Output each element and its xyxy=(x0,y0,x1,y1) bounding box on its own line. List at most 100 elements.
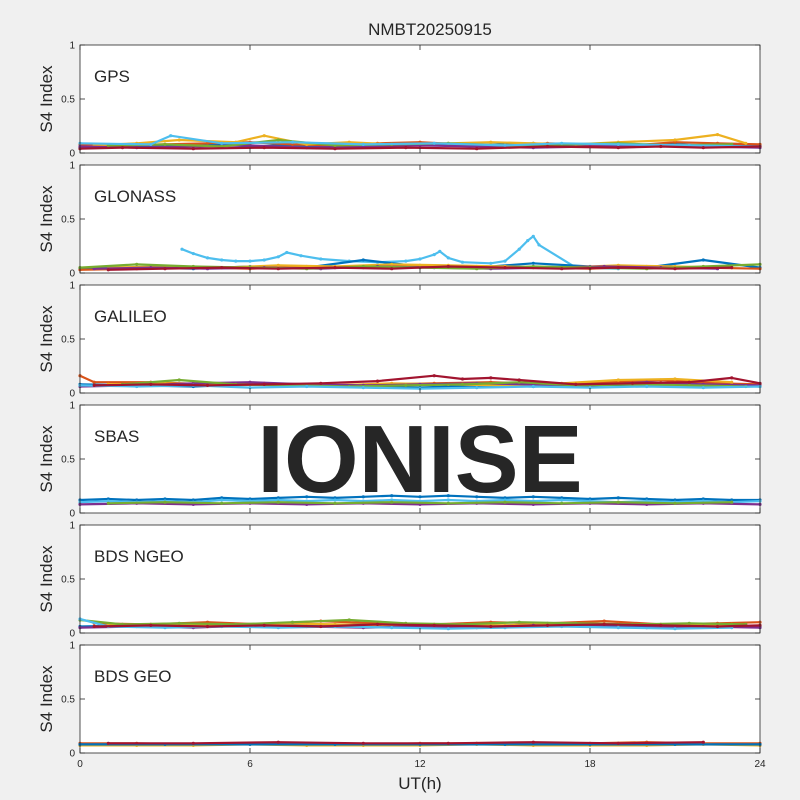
data-point xyxy=(602,622,606,627)
data-point xyxy=(432,141,436,145)
data-point xyxy=(616,626,620,630)
data-point xyxy=(687,383,691,387)
panel-sbas: 0 0.5 1 SBAS S4 Index xyxy=(37,401,762,520)
y-axis-label: S4 Index xyxy=(37,545,56,613)
x-tick-label: 0 xyxy=(77,759,83,770)
data-point xyxy=(517,620,521,624)
data-point xyxy=(205,141,210,145)
data-point xyxy=(701,740,705,744)
panels-container: 0 0.5 1 GPS S4 Index 0 0.5 1 GLONASS S4 Index 0 0.5… xyxy=(37,41,766,771)
data-point xyxy=(730,266,734,270)
data-point xyxy=(545,623,550,628)
data-point xyxy=(191,741,195,745)
data-point xyxy=(489,376,493,380)
data-point xyxy=(503,266,507,270)
data-point xyxy=(220,266,224,270)
y-tick-label: 0.5 xyxy=(61,455,75,466)
data-point xyxy=(163,267,167,271)
data-point xyxy=(262,382,266,386)
figure-title: NMBT20250915 xyxy=(368,20,492,39)
data-point xyxy=(220,498,224,502)
y-tick-label: 0 xyxy=(69,749,75,760)
data-point xyxy=(588,386,592,390)
data-point xyxy=(744,141,748,145)
data-point xyxy=(616,142,620,146)
data-point xyxy=(319,381,323,385)
data-point xyxy=(106,741,110,745)
series-line-4 xyxy=(107,501,733,505)
data-point xyxy=(673,501,677,505)
data-point xyxy=(106,268,110,272)
x-tick-label: 18 xyxy=(584,759,596,770)
data-point xyxy=(602,619,606,623)
data-point xyxy=(305,495,309,499)
data-point xyxy=(276,255,280,259)
data-point xyxy=(262,146,266,150)
data-point xyxy=(290,620,295,624)
data-point xyxy=(730,500,734,504)
data-point xyxy=(135,498,139,502)
data-point xyxy=(730,498,734,502)
data-point xyxy=(560,501,564,505)
data-point xyxy=(616,378,620,382)
data-point xyxy=(560,141,564,145)
series-line-4 xyxy=(107,741,705,745)
data-point xyxy=(333,266,337,270)
panel-label: SBAS xyxy=(94,427,139,446)
plot-area xyxy=(80,165,760,273)
data-point xyxy=(446,256,450,260)
data-point xyxy=(517,378,521,382)
data-point xyxy=(248,143,252,147)
data-point xyxy=(163,626,167,630)
series-line-5 xyxy=(121,378,747,388)
data-point xyxy=(390,500,394,504)
data-point xyxy=(460,260,465,264)
panel-label: BDS NGEO xyxy=(94,547,184,566)
panel-label: GALILEO xyxy=(94,307,167,326)
data-point xyxy=(92,380,96,384)
data-point xyxy=(489,624,493,629)
y-tick-label: 1 xyxy=(69,161,75,172)
y-axis-label: S4 Index xyxy=(37,185,56,253)
y-tick-label: 1 xyxy=(69,41,75,52)
data-point xyxy=(503,500,507,504)
data-point xyxy=(177,621,181,625)
data-point xyxy=(234,259,238,263)
data-point xyxy=(333,501,337,505)
data-point xyxy=(460,377,465,381)
data-point xyxy=(177,378,181,382)
data-point xyxy=(262,134,266,138)
panel-gps: 0 0.5 1 GPS S4 Index xyxy=(37,41,762,160)
data-point xyxy=(205,383,210,387)
data-point xyxy=(418,257,422,261)
data-point xyxy=(574,382,578,386)
data-point xyxy=(630,381,635,385)
data-point xyxy=(687,380,691,384)
data-point xyxy=(333,498,337,502)
data-point xyxy=(475,386,479,390)
data-point xyxy=(191,147,195,151)
data-point xyxy=(531,740,535,744)
data-point xyxy=(560,498,564,502)
data-point xyxy=(285,250,289,255)
panel-label: GPS xyxy=(94,67,130,86)
data-point xyxy=(673,498,677,502)
data-point xyxy=(673,377,677,381)
data-point xyxy=(220,258,224,262)
data-point xyxy=(276,138,280,142)
data-point xyxy=(446,627,450,631)
panel-glonass: 0 0.5 1 GLONASS S4 Index xyxy=(37,161,762,280)
y-tick-label: 1 xyxy=(69,641,75,652)
data-point xyxy=(673,267,677,271)
data-point xyxy=(531,384,535,389)
plot-area xyxy=(80,645,760,753)
data-point xyxy=(149,382,153,386)
panel-galileo: 0 0.5 1 GALILEO S4 Index xyxy=(37,281,762,400)
y-tick-label: 1 xyxy=(69,281,75,292)
data-point xyxy=(390,498,394,502)
data-point xyxy=(517,247,521,251)
data-point xyxy=(531,495,535,499)
data-point xyxy=(220,141,224,145)
y-tick-label: 0.5 xyxy=(61,335,75,346)
y-tick-label: 0 xyxy=(69,269,75,280)
